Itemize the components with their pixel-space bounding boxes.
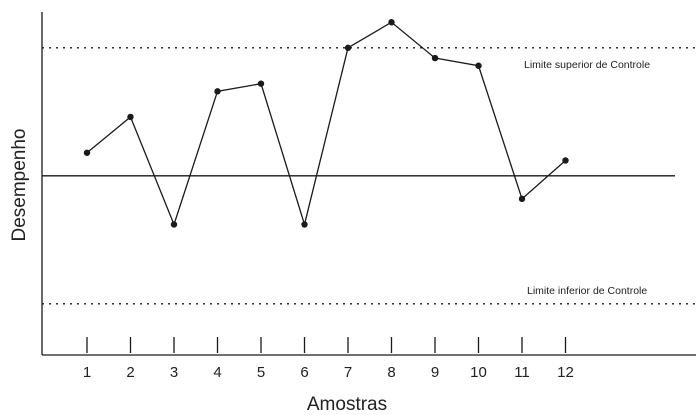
x-tick-label-10: 10 — [470, 364, 487, 381]
data-point-1 — [83, 149, 91, 156]
x-tick-label-7: 7 — [344, 364, 352, 381]
y-axis-label: Desempenho — [9, 128, 30, 241]
x-tick-label-1: 1 — [83, 364, 91, 381]
data-point-6 — [301, 221, 308, 228]
control-limits — [42, 47, 696, 305]
x-axis-label: Amostras — [307, 394, 387, 415]
data-point-2 — [127, 113, 134, 121]
upper-limit-label: Limite superior de Controle — [524, 59, 650, 71]
data-point-12 — [562, 157, 569, 164]
series-line — [86, 21, 566, 227]
data-point-9 — [431, 54, 439, 62]
x-tick-label-11: 11 — [514, 364, 530, 381]
series-line-group — [83, 19, 569, 228]
x-tick-label-6: 6 — [300, 364, 308, 381]
data-point-7 — [344, 44, 352, 52]
x-tick-label-3: 3 — [170, 364, 178, 381]
x-tick-label-4: 4 — [213, 364, 221, 381]
data-point-4 — [214, 88, 221, 95]
x-ticks: 1 2 3 4 5 6 7 8 9 10 11 12 — [83, 337, 574, 381]
lower-limit-label: Limite inferior de Controle — [527, 285, 647, 297]
x-tick-label-9: 9 — [431, 364, 439, 381]
data-point-11 — [518, 195, 526, 203]
x-tick-label-2: 2 — [126, 364, 134, 381]
x-tick-label-12: 12 — [557, 364, 574, 381]
data-point-10 — [475, 62, 482, 69]
data-point-5 — [257, 80, 265, 87]
data-point-3 — [170, 221, 178, 228]
x-tick-label-8: 8 — [387, 364, 395, 381]
chart-axes — [41, 12, 696, 356]
x-tick-label-5: 5 — [257, 364, 265, 381]
data-point-8 — [388, 19, 395, 26]
